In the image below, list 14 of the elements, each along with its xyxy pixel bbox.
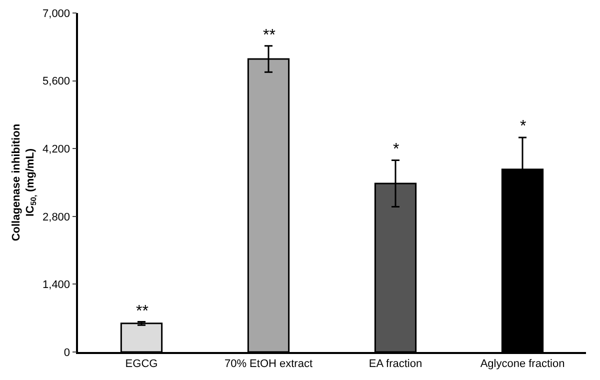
annotation: * [393, 141, 400, 158]
annotation: * [520, 118, 526, 135]
y-tick-label: 4,200 [42, 143, 70, 156]
y-tick-label: 1,400 [42, 279, 70, 292]
y-tick-label: 7,000 [42, 8, 70, 20]
y-tick-label: 2,800 [42, 211, 70, 224]
x-tick-label: Aglycone fraction [480, 358, 565, 370]
x-tick-label: EA fraction [368, 358, 422, 370]
y-tick-label: 5,600 [42, 76, 70, 88]
annotation: ** [263, 27, 276, 44]
y-tick-label: 0 [64, 346, 70, 359]
x-tick-label: 70% EtOH extract [224, 358, 313, 370]
annotation: ** [136, 303, 148, 320]
x-tick-label: EGCG [125, 358, 158, 370]
